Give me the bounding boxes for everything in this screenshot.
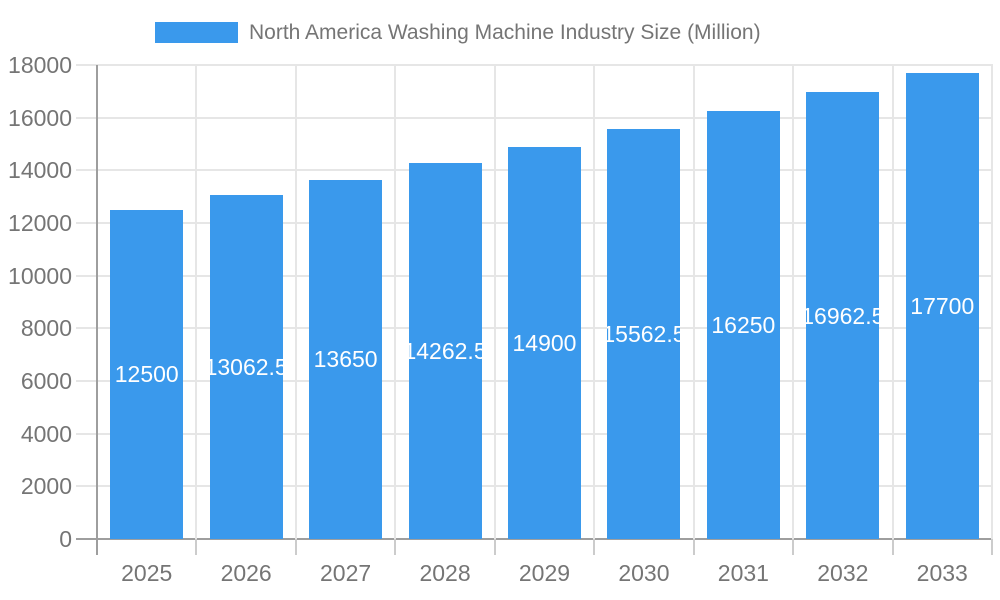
x-gridline bbox=[891, 65, 894, 539]
legend-swatch bbox=[155, 22, 238, 43]
x-axis-tick bbox=[991, 539, 993, 555]
y-gridline bbox=[76, 116, 993, 119]
y-axis-tick-label: 2000 bbox=[20, 473, 72, 500]
x-gridline bbox=[394, 65, 397, 539]
bar[interactable]: 16962.5 bbox=[806, 92, 880, 539]
bar-value-label: 16250 bbox=[711, 312, 776, 339]
y-axis-tick-label: 10000 bbox=[8, 262, 72, 289]
x-axis-tick bbox=[195, 539, 198, 555]
y-axis-tick-label: 14000 bbox=[8, 157, 72, 184]
bar[interactable]: 15562.5 bbox=[607, 129, 681, 539]
x-axis-label: 2027 bbox=[320, 560, 372, 586]
bar-value-label: 16962.5 bbox=[806, 302, 880, 329]
x-axis-tick bbox=[493, 539, 496, 555]
bar[interactable]: 13650 bbox=[309, 179, 383, 539]
x-axis-label: 2032 bbox=[817, 560, 869, 586]
x-axis-label: 2033 bbox=[916, 560, 968, 586]
x-gridline bbox=[792, 65, 795, 539]
x-axis-label: 2031 bbox=[717, 560, 769, 586]
bar-value-label: 14262.5 bbox=[408, 338, 482, 365]
x-axis-tick bbox=[394, 539, 397, 555]
bar[interactable]: 14900 bbox=[508, 146, 581, 539]
y-axis-tick-label: 0 bbox=[59, 526, 72, 552]
x-axis-label: 2028 bbox=[419, 560, 471, 586]
y-axis-line bbox=[96, 65, 98, 555]
x-axis-label: 2026 bbox=[220, 560, 272, 586]
bar-value-label: 13062.5 bbox=[209, 354, 283, 380]
x-gridline bbox=[692, 65, 695, 539]
x-axis-tick bbox=[891, 539, 894, 555]
x-axis-label: 2029 bbox=[518, 560, 571, 586]
x-gridline bbox=[493, 65, 496, 539]
x-gridline bbox=[195, 65, 198, 539]
y-axis-tick-label: 6000 bbox=[20, 368, 72, 394]
y-gridline bbox=[76, 64, 993, 66]
bar[interactable]: 16250 bbox=[706, 111, 780, 539]
legend-label: North America Washing Machine Industry S… bbox=[249, 21, 761, 44]
x-axis-tick bbox=[593, 539, 596, 555]
y-axis-tick-label: 8000 bbox=[20, 315, 72, 342]
x-axis-tick bbox=[792, 539, 795, 555]
bar-value-label: 13650 bbox=[313, 346, 378, 373]
x-axis-tick bbox=[692, 539, 695, 555]
x-axis-tick bbox=[294, 539, 297, 555]
bar-value-label: 12500 bbox=[114, 361, 179, 388]
bar[interactable]: 17700 bbox=[905, 72, 979, 539]
bar[interactable]: 14262.5 bbox=[408, 163, 482, 539]
bar-value-label: 17700 bbox=[910, 292, 975, 319]
y-axis-tick-label: 18000 bbox=[8, 52, 72, 78]
bar[interactable]: 13062.5 bbox=[209, 195, 283, 539]
y-axis-tick-label: 12000 bbox=[8, 210, 72, 236]
bar-value-label: 15562.5 bbox=[607, 321, 681, 348]
x-gridline bbox=[294, 65, 297, 539]
x-axis-label: 2025 bbox=[121, 560, 173, 586]
x-gridline bbox=[593, 65, 596, 539]
x-gridline bbox=[991, 65, 993, 539]
bar[interactable]: 12500 bbox=[110, 209, 184, 539]
y-axis-tick-label: 16000 bbox=[8, 104, 72, 131]
bar-value-label: 14900 bbox=[512, 329, 577, 356]
y-axis-tick-label: 4000 bbox=[20, 420, 72, 447]
x-axis-label: 2030 bbox=[618, 560, 670, 586]
x-axis-baseline bbox=[76, 538, 993, 540]
